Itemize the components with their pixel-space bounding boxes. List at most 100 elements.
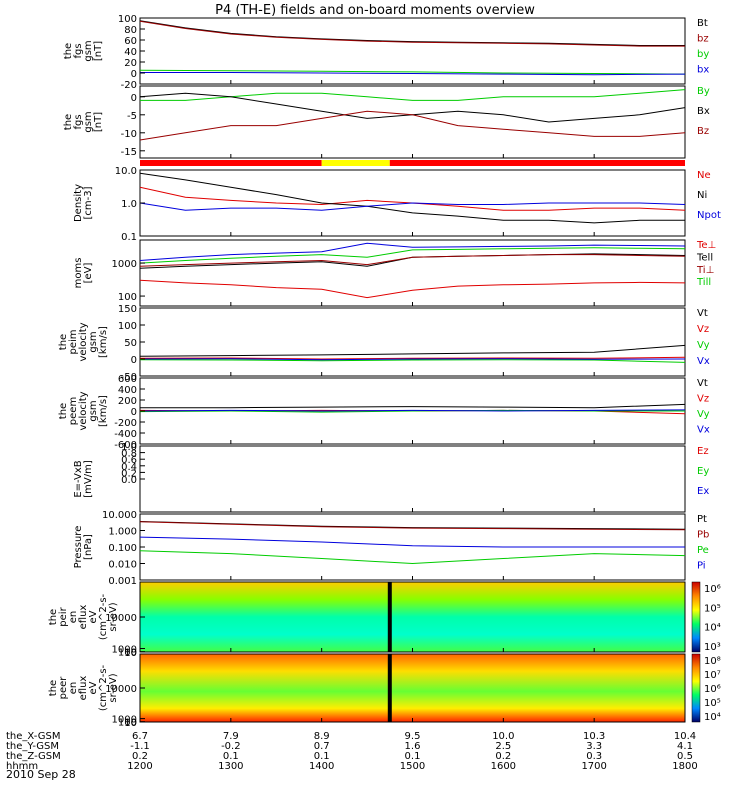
series-line-Pb: [139, 521, 686, 531]
y-axis-label-line: Density: [73, 184, 84, 222]
y-axis-label-line: sr-eV): [108, 602, 119, 631]
ephemeris-value: 10.0: [492, 731, 514, 742]
legend-entry: Vt: [697, 308, 708, 319]
y-axis-label-line: velocity: [78, 322, 89, 361]
y-tick-label: 1.0: [121, 442, 137, 453]
panel-e_vxb: Ez Ey Ex 1.00.80.60.40.20.0 E=-VxB [mV/m]: [73, 442, 709, 513]
series-line-Vy: [139, 409, 685, 413]
figure-title: P4 (TH-E) fields and on-board moments ov…: [215, 3, 535, 18]
y-tick-label: 20: [124, 58, 137, 69]
series-line-Vt: [139, 344, 686, 357]
y-tick-label: 50: [124, 338, 137, 349]
y-tick-label: 1.000: [108, 527, 137, 538]
y-axis-label-line: gsm: [88, 400, 99, 421]
y-tick-label: 0.2: [121, 468, 137, 479]
data-gap: [387, 654, 392, 722]
y-axis-label: the fgs gsm [nT]: [63, 40, 104, 61]
series-line-Pe: [139, 550, 686, 565]
colorbar-tick-label: 10⁵: [704, 603, 721, 614]
series-line-Till: [139, 247, 686, 264]
y-tick-label: 10000: [105, 613, 137, 624]
legend-entry: Till: [696, 277, 711, 288]
ephemeris-value: 6.7: [132, 731, 148, 742]
mode-bar-segment: [321, 160, 390, 166]
legend-entry: bx: [697, 65, 709, 76]
y-tick-label: 80: [124, 25, 137, 36]
y-tick-label: 60: [124, 36, 137, 47]
y-tick-label: -15: [121, 147, 137, 158]
y-axis-label: Pressure [nPa]: [73, 526, 94, 569]
legend-entry: Pb: [697, 530, 709, 541]
y-tick-label: 40: [124, 47, 137, 58]
ephemeris-row-label: the_Y-GSM: [6, 741, 59, 752]
y-tick-label: 10000: [105, 684, 137, 695]
series-line-unnamed: [139, 242, 686, 261]
y-axis-label-line: en: [68, 682, 79, 695]
series-line-Vy: [139, 359, 686, 363]
y-tick-label: 0.010: [108, 560, 137, 571]
series-line-Te⊥: [139, 279, 686, 299]
y-axis-label-line: the: [58, 334, 69, 350]
y-axis-label: moms [eV]: [73, 258, 94, 289]
series-line-by: [139, 69, 686, 75]
ephemeris-row-label: hhmm: [6, 761, 38, 772]
ephemeris-value: 1600: [491, 761, 516, 772]
legend-entry: Ne: [697, 170, 711, 181]
ephemeris-value: -0.2: [221, 741, 241, 752]
legend-entry: by: [697, 49, 709, 60]
legend-entry: Vx: [697, 425, 710, 436]
y-axis-label-line: the: [48, 680, 59, 696]
y-axis-label-line: Pressure: [73, 526, 84, 569]
ephemeris-value: 1800: [672, 761, 697, 772]
legend-entry: Ey: [697, 466, 709, 477]
legend-entry: Pt: [697, 514, 707, 525]
panel-fgs_gse_zoom: By Bx Bz 0 -5 -10 -15 the fgs gsm [nT]: [63, 85, 710, 159]
y-axis-label-line: [nPa]: [83, 534, 94, 560]
y-axis-label-line: E=-VxB: [73, 460, 84, 497]
legend-entry: Ni: [697, 190, 707, 201]
series-line-Tell: [139, 253, 686, 269]
legend-entry: Te⊥: [696, 240, 716, 251]
y-tick-label: 0.1: [121, 232, 137, 243]
y-tick-label: 0.001: [108, 576, 137, 587]
ephemeris-value: 0.1: [405, 751, 421, 762]
y-axis-label-line: velocity: [78, 391, 89, 430]
y-axis-label: the peer en eflux eV (cm^2-s-sr-eV): [48, 664, 119, 711]
series-line-bx: [140, 72, 686, 76]
legend-entry: Npot: [697, 210, 721, 221]
colorbar-bar: [691, 653, 701, 723]
colorbar: 10⁶ 10⁵ 10⁴ 10³: [691, 581, 721, 653]
y-tick-label: 0.100: [108, 543, 137, 554]
y-tick-label: 0.4: [121, 462, 137, 473]
y-axis-label-line: the: [58, 403, 69, 419]
y-tick-label: -400: [114, 429, 137, 440]
y-tick-label: 10.0: [115, 166, 137, 177]
y-tick-label: -200: [114, 418, 137, 429]
y-tick-label: 100: [118, 14, 137, 25]
y-axis-label-line: [nT]: [93, 41, 104, 61]
ephemeris-value: 9.5: [405, 731, 421, 742]
panel-density: Ne Ni Npot 10.0 1.0 0.1 Density [cm-3]: [73, 166, 721, 243]
y-axis-label-line: the: [48, 609, 59, 625]
colorbar-tick-label: 10⁶: [704, 584, 721, 595]
y-axis-label: the peir en eflux eV (cm^2-s-sr-eV): [48, 593, 119, 640]
y-axis-label-line: peer: [58, 676, 69, 700]
y-axis-label-line: [eV]: [83, 263, 94, 284]
mode-bar: [140, 160, 685, 166]
y-tick-label: 100: [118, 321, 137, 332]
ephemeris-row-label: the_X-GSM: [6, 731, 60, 742]
y-axis-label: the fgs gsm [nT]: [63, 111, 104, 132]
colorbar-tick-label: 10⁶: [704, 684, 721, 695]
panel-peim_velocity: Vt Vz Vy Vx 150 100 50 0 -50 the peim velocity gsm [k…: [58, 304, 710, 383]
ephemeris-value: 1400: [309, 761, 334, 772]
y-tick-label: -20: [121, 80, 137, 91]
y-axis-label-line: peir: [58, 606, 69, 626]
colorbar-tick-label: 10⁷: [704, 670, 721, 681]
y-axis-label-line: fgs: [73, 114, 84, 129]
spectrogram-field: [140, 654, 685, 722]
spectrogram-field: [140, 582, 685, 652]
